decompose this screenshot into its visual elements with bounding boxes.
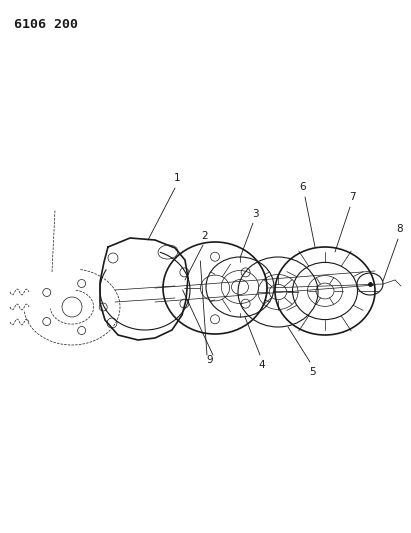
Text: 4: 4 [259, 360, 266, 370]
Text: 7: 7 [349, 192, 356, 202]
Text: 8: 8 [397, 224, 403, 234]
Text: 3: 3 [252, 209, 258, 219]
Text: 9: 9 [207, 355, 213, 365]
Text: 2: 2 [202, 231, 208, 241]
Text: 6106 200: 6106 200 [14, 18, 78, 31]
Text: 1: 1 [174, 173, 180, 183]
Text: 6: 6 [300, 182, 306, 192]
Text: 5: 5 [309, 367, 315, 377]
